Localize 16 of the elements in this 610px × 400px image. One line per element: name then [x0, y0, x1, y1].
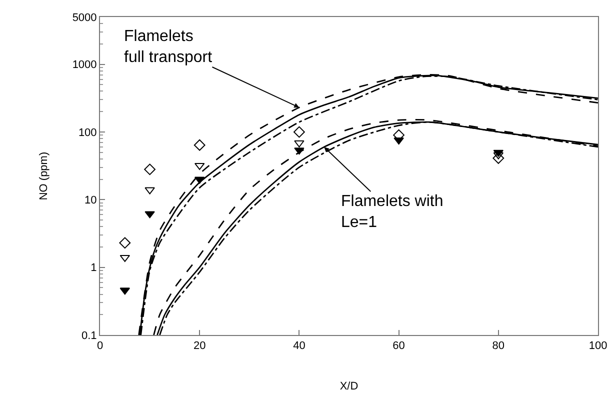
x-tick-label: 100: [588, 340, 608, 352]
y-tick-label: 0.1: [82, 330, 97, 342]
y-tick-label: 5000: [72, 12, 97, 24]
x-tick-label: 0: [96, 340, 104, 352]
x-tick-label: 60: [392, 340, 405, 352]
x-tick-label: 20: [193, 340, 206, 352]
y-tick-label: 10: [84, 194, 97, 206]
annotation: Flamelets full transport: [124, 28, 213, 66]
y-tick-label: 100: [78, 126, 97, 139]
x-axis-title: X/D: [340, 380, 358, 392]
y-tick-label: 1000: [72, 59, 97, 72]
x-tick-label: 40: [293, 340, 306, 352]
annotation: Flamelets with Le=1: [341, 193, 444, 231]
y-tick-label: 1: [90, 262, 97, 274]
x-tick-label: 80: [492, 340, 505, 352]
y-axis-title: NO (ppm): [38, 152, 50, 200]
